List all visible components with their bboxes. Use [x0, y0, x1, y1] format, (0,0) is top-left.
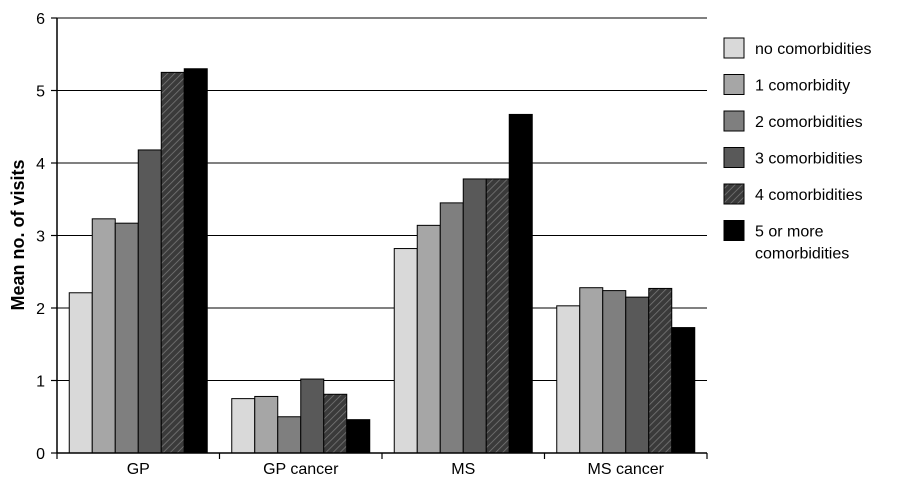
bar [323, 393, 348, 454]
y-tick-label: 3 [36, 229, 45, 246]
bar [416, 224, 441, 454]
legend-label: no comorbidities [755, 41, 872, 58]
bar [114, 222, 139, 454]
bar [393, 248, 418, 454]
legend-label: 2 comorbidities [755, 114, 863, 131]
x-category-label: GP cancer [263, 461, 339, 478]
bar [254, 395, 279, 454]
y-tick-label: 5 [36, 84, 45, 101]
legend-label: 4 comorbidities [755, 187, 863, 204]
bar [556, 305, 581, 454]
legend-swatch [723, 220, 745, 241]
bar [183, 68, 208, 454]
y-tick-label: 0 [36, 446, 45, 463]
bar [346, 419, 371, 454]
bar [300, 378, 325, 454]
legend-label-line: comorbidities [755, 246, 849, 263]
x-axis-categories: GP GP cancer MS MS cancer [56, 453, 708, 478]
y-axis-ticks: 0 1 2 3 4 5 6 [36, 11, 57, 463]
bar [602, 290, 627, 454]
legend-swatch [723, 37, 745, 59]
legend-swatch [723, 147, 745, 168]
bar [625, 296, 650, 454]
bar [462, 178, 487, 454]
bar [439, 202, 464, 454]
y-tick-label: 4 [36, 156, 45, 173]
bar [508, 113, 533, 454]
legend-label: 3 comorbidities [755, 151, 863, 168]
legend-swatch [723, 110, 745, 132]
y-tick-label: 6 [36, 11, 45, 28]
legend-label: 1 comorbidity [755, 78, 850, 95]
bars-group [68, 68, 696, 454]
bar [137, 149, 162, 454]
legend: no comorbidities 1 comorbidity 2 comorbidi… [723, 37, 872, 263]
y-tick-label: 1 [36, 374, 45, 391]
legend-swatch [723, 74, 745, 95]
bar [579, 287, 604, 454]
bar [485, 178, 510, 454]
x-category-label: GP [127, 461, 150, 478]
y-tick-label: 2 [36, 301, 45, 318]
bar [671, 327, 696, 454]
bar [91, 218, 116, 454]
x-category-label: MS cancer [588, 461, 665, 478]
x-category-label: MS [451, 461, 475, 478]
legend-label: 5 or more comorbidities [755, 224, 849, 263]
bar [648, 287, 673, 454]
bar [231, 398, 256, 454]
bar [68, 292, 93, 454]
y-axis-title: Mean no. of visits [8, 159, 28, 310]
bar [277, 416, 302, 454]
legend-swatch [723, 183, 745, 205]
legend-label-line: 5 or more [755, 224, 824, 241]
bar [160, 71, 185, 454]
